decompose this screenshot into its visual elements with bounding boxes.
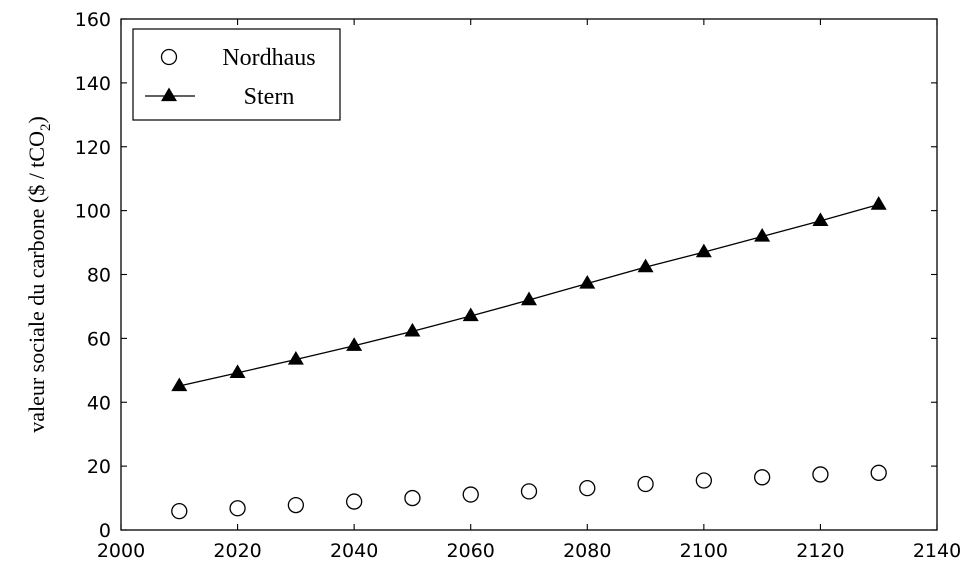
- data-point-stern: [229, 364, 246, 379]
- data-point-stern: [812, 212, 829, 226]
- y-tick-label: 0: [99, 520, 111, 542]
- data-point-stern: [346, 337, 363, 351]
- data-point-nordhaus: [287, 496, 305, 514]
- data-point-nordhaus: [579, 480, 596, 497]
- x-tick-label: 2080: [563, 540, 611, 562]
- y-tick-label: 120: [75, 137, 111, 159]
- y-axis-label-main: valeur sociale du carbone ($ / tCO: [24, 131, 49, 433]
- legend-marker-stern: [161, 87, 177, 102]
- data-point-stern: [637, 258, 654, 273]
- data-point-nordhaus: [404, 489, 421, 507]
- data-point-stern: [521, 291, 537, 306]
- data-point-nordhaus: [171, 503, 188, 520]
- data-point-stern: [287, 350, 304, 365]
- data-point-nordhaus: [695, 472, 713, 489]
- data-point-nordhaus: [229, 500, 246, 517]
- data-point-stern: [579, 274, 596, 289]
- data-point-nordhaus: [637, 475, 654, 493]
- data-point-nordhaus: [345, 493, 363, 510]
- data-point-nordhaus: [520, 483, 538, 500]
- y-tick-label: 100: [75, 201, 111, 223]
- data-point-stern: [870, 196, 887, 210]
- x-tick-label: 2120: [796, 540, 844, 562]
- legend-symbol-nordhaus: [160, 48, 178, 66]
- data-point-stern: [462, 307, 479, 322]
- legend-marker-nordhaus: [160, 48, 178, 66]
- series-layer: [171, 196, 887, 520]
- y-tick-label: 20: [87, 456, 111, 478]
- y-tick-label: 160: [75, 9, 111, 31]
- legend-label-nordhaus: Nordhaus: [222, 45, 315, 71]
- y-tick-label: 80: [87, 265, 111, 287]
- data-point-nordhaus: [812, 466, 829, 483]
- data-point-stern: [404, 322, 421, 337]
- data-point-nordhaus: [870, 464, 887, 481]
- x-tick-label: 2040: [330, 540, 378, 562]
- data-point-stern: [695, 243, 712, 258]
- data-point-nordhaus: [462, 486, 479, 503]
- y-axis-label-subscript: 2: [38, 124, 54, 132]
- series-nordhaus: [171, 464, 887, 520]
- y-axis-label-close: ): [24, 116, 49, 123]
- y-tick-label: 60: [87, 328, 111, 350]
- x-tick-label: 2140: [913, 540, 961, 562]
- legend-box: [132, 28, 341, 121]
- y-axis-label: valeur sociale du carbone ($ / tCO2): [24, 116, 54, 433]
- x-tick-label: 2100: [680, 540, 728, 562]
- data-point-nordhaus: [753, 469, 771, 486]
- data-point-stern: [754, 228, 771, 242]
- y-tick-label: 140: [75, 73, 111, 95]
- legend-label-stern: Stern: [244, 84, 295, 110]
- x-tick-label: 2060: [447, 540, 495, 562]
- legend: Nordhaus Stern: [132, 28, 341, 121]
- x-tick-label: 2020: [213, 540, 261, 562]
- ticks-layer: 2000 2020 2040 2060 2080 2100 2120 214002040608…: [75, 9, 961, 562]
- y-tick-label: 40: [87, 392, 111, 414]
- x-tick-label: 2000: [97, 540, 145, 562]
- legend-symbol-stern: [145, 87, 195, 102]
- series-stern: [171, 196, 887, 392]
- data-point-stern: [171, 377, 188, 392]
